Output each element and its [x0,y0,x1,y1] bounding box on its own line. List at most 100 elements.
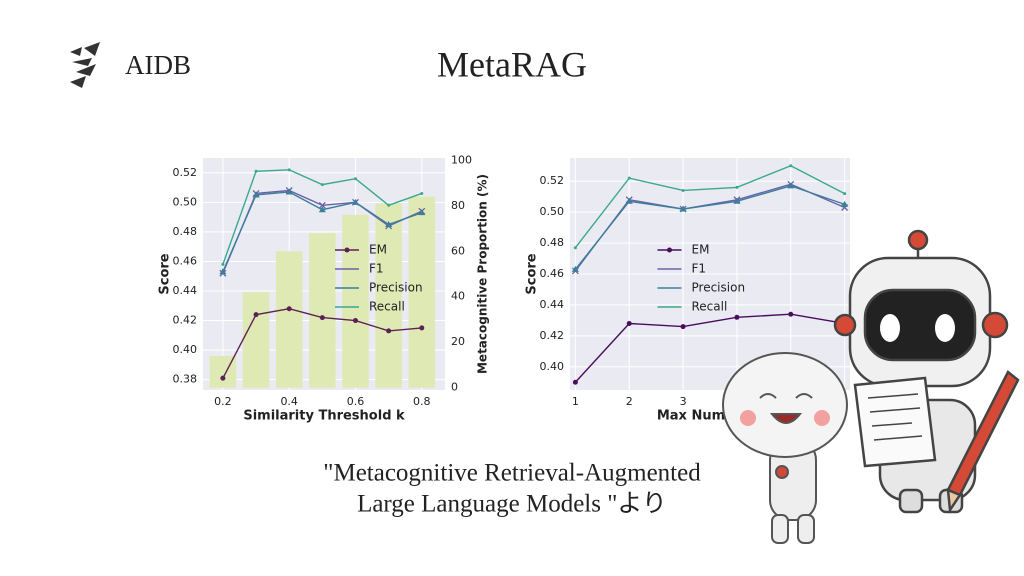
point [253,312,259,318]
point [254,169,258,173]
point [419,325,425,331]
point [318,201,326,209]
y-tick-label: 0.52 [540,174,565,187]
y2-tick-label: 0 [451,381,458,394]
caption-line: "Metacognitive Retrieval-Augmented [323,460,701,487]
logo-icon [70,42,100,88]
x-axis-label: Similarity Threshold k [243,409,405,424]
x-tick-label: 1 [572,395,579,408]
x-tick-label: 0.4 [280,395,298,408]
point [352,318,358,324]
point [679,205,687,212]
point [286,306,292,312]
y-tick-label: 0.40 [540,360,565,373]
point [626,320,632,326]
charts: 0.38 0.40 0.42 0.44 0.46 0.48 0.50 0.52 0.2 0.4 0.… [158,153,850,424]
legend-label: Recall [369,300,405,314]
large-robot [833,229,1020,514]
y-axis-label: Score [525,253,540,294]
point [573,246,577,250]
y-tick-label: 0.42 [540,329,565,342]
y-tick-label: 0.40 [173,343,198,356]
y-tick-label: 0.48 [173,225,198,238]
legend-label: F1 [692,262,707,276]
point [571,265,579,272]
point [319,315,325,321]
point [735,185,739,189]
y2-tick-label: 60 [451,244,465,257]
bar [309,233,336,388]
point [287,168,291,172]
y-tick-label: 0.44 [540,298,565,311]
point [252,191,260,198]
series-line [574,185,845,270]
point [789,164,793,168]
logo [70,42,100,88]
y-tick-label: 0.50 [173,195,198,208]
point [220,375,226,381]
y2-tick-label: 80 [451,199,465,212]
legend-label: Precision [692,281,746,295]
y-tick-label: 0.38 [173,373,198,386]
x-tick-label: 0.2 [214,395,232,408]
point [221,262,225,266]
legend-label: EM [369,243,387,257]
series-line [574,164,845,249]
point [387,203,391,207]
y2-tick-label: 40 [451,290,465,303]
point [353,177,357,181]
y-tick-label: 0.50 [540,205,565,218]
point [841,200,849,207]
point [385,220,393,227]
point [318,206,326,213]
y-tick-label: 0.42 [173,314,198,327]
legend-marker [667,247,672,253]
point [788,311,794,317]
y-tick-label: 0.52 [173,166,198,179]
point [787,182,795,189]
point [625,197,633,204]
point [351,198,359,205]
y-tick-label: 0.48 [540,236,565,249]
bar [342,214,369,388]
y-tick-label: 0.46 [173,254,198,267]
bar [408,196,436,388]
point [320,183,324,187]
point [418,209,426,216]
y2-axis-label: Metacognitive Proportion (%) [476,174,490,374]
brand: AIDB [125,50,191,80]
bar [275,251,303,388]
legend-label: Precision [369,281,423,295]
caption-line: Large Language Models "より [357,491,667,518]
y-axis-label: Score [158,253,173,294]
bar [375,203,402,388]
point [386,328,392,334]
point [219,268,227,275]
series-line [574,313,845,383]
point [680,324,686,330]
point [734,314,740,320]
y-tick-label: 0.44 [173,284,198,297]
y2-tick-label: 20 [451,335,465,348]
point [733,197,741,204]
x-tick-label: 3 [680,395,687,408]
point [627,176,631,180]
y-tick-label: 0.46 [540,267,565,280]
x-tick-label: 0.8 [413,395,431,408]
point [572,379,578,385]
x-tick-label: 2 [626,395,633,408]
point [420,191,424,195]
y2-tick-label: 100 [451,153,472,166]
point [681,188,685,192]
legend-label: EM [692,243,710,257]
x-tick-label: 0.6 [347,395,365,408]
small-robot [722,352,848,544]
legend-label: Recall [692,300,728,314]
slide-title: MetaRAG [437,44,587,84]
bar [242,292,270,388]
legend-marker [344,247,350,253]
legend-label: F1 [369,262,384,276]
point [843,192,847,196]
point [285,188,293,195]
